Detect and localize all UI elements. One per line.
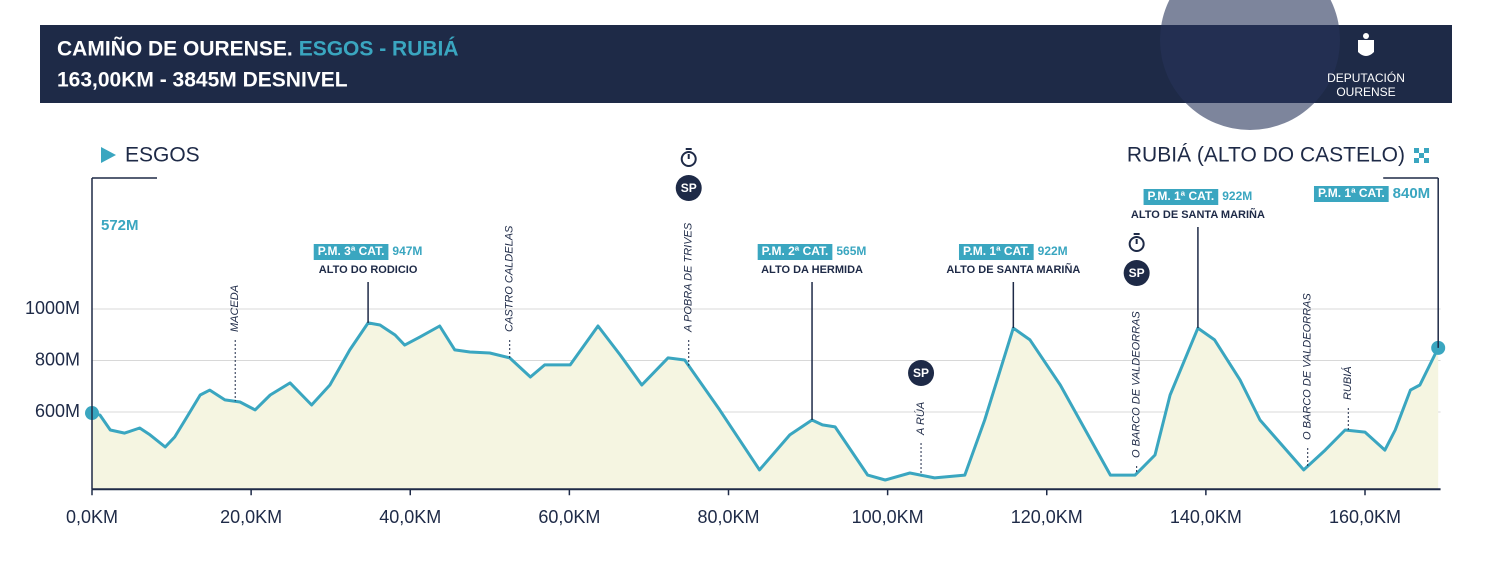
climb-label: P.M. 2ª CAT. 565M ALTO DA HERMIDA — [757, 244, 866, 276]
climb-label: P.M. 1ª CAT. 922M ALTO DE SANTA MARIÑA — [1131, 189, 1265, 221]
route: ESGOS - RUBIÁ — [299, 38, 459, 61]
town-label: RUBIÁ — [1341, 366, 1354, 400]
climb-badge — [313, 244, 389, 260]
finish-flag — [1414, 148, 1419, 153]
title: CAMIÑO DE OURENSE. — [57, 38, 293, 61]
climb-badge — [757, 244, 833, 260]
climb-name: ALTO DA HERMIDA — [761, 264, 863, 276]
sprint-label: SP — [681, 181, 697, 195]
climb-elevation: 947M — [392, 244, 422, 258]
climb-badge — [1313, 186, 1389, 202]
x-tick-label: 100,0KM — [852, 507, 924, 527]
climb-elevation: 565M — [836, 244, 866, 258]
climb-name: ALTO DE SANTA MARIÑA — [946, 263, 1080, 276]
climb-category: P.M. 1ª CAT. — [1148, 189, 1215, 203]
sprint-badge — [675, 175, 702, 201]
climb-elevation: 922M — [1222, 189, 1252, 203]
x-tick-label: 80,0KM — [697, 507, 759, 527]
sprint-label: SP — [1129, 266, 1145, 280]
start-arrow — [101, 147, 116, 163]
elevation-line — [91, 321, 1440, 482]
logo-text: OURENSE — [1336, 85, 1395, 99]
climb-label: P.M. 1ª CAT. 840M — [1313, 185, 1431, 202]
x-tick-label: 20,0KM — [220, 507, 282, 527]
logo-crown — [1363, 33, 1369, 39]
x-tick-label: 140,0KM — [1170, 507, 1242, 527]
climb-name: ALTO DE SANTA MARIÑA — [1131, 208, 1265, 221]
sprint-badge — [908, 360, 935, 386]
x-tick-label: 120,0KM — [1011, 507, 1083, 527]
town-label: CASTRO CALDELAS — [504, 225, 516, 332]
y-tick-label: 800M — [35, 349, 80, 369]
stopwatch-icon — [680, 151, 697, 167]
x-tick-label: 0,0KM — [66, 507, 118, 527]
climb-category: P.M. 2ª CAT. — [762, 244, 829, 258]
y-tick-label: 1000M — [25, 298, 80, 318]
stopwatch-icon — [1128, 236, 1145, 252]
town-label: A POBRA DE TRIVES — [683, 222, 695, 333]
sprint-label: SP — [913, 366, 929, 380]
climb-category: P.M. 3ª CAT. — [318, 244, 385, 258]
area — [92, 322, 1439, 490]
finish-flag — [1414, 158, 1419, 163]
climb-category: P.M. 1ª CAT. — [963, 244, 1030, 258]
logo-shield — [1358, 40, 1374, 56]
town-label: A RÚA — [914, 402, 927, 436]
start-elevation: 572M — [101, 217, 139, 234]
climb-name: ALTO DO RODICIO — [319, 264, 418, 276]
town-label: MACEDA — [229, 285, 241, 332]
climb-elevation: 840M — [1393, 185, 1431, 202]
start-label: ESGOS — [125, 144, 200, 167]
town-label: O BARCO DE VALDEORRAS — [1302, 293, 1314, 440]
stats: 163,00KM - 3845M DESNIVEL — [57, 69, 348, 92]
header-decoration — [1160, 0, 1340, 130]
finish-flag — [1424, 158, 1429, 163]
x-tick-label: 40,0KM — [379, 507, 441, 527]
x-tick-label: 60,0KM — [538, 507, 600, 527]
climb-label: P.M. 3ª CAT. 947M ALTO DO RODICIO — [313, 244, 422, 276]
logo-text: DEPUTACIÓN — [1327, 70, 1405, 85]
climb-badge — [958, 244, 1034, 260]
finish-flag — [1424, 148, 1429, 153]
climb-label: P.M. 1ª CAT. 922M ALTO DE SANTA MARIÑA — [946, 244, 1080, 276]
logo: DEPUTACIÓN OURENSE — [1327, 33, 1405, 99]
sprint-badge — [1123, 260, 1150, 286]
finish-flag — [1419, 153, 1424, 158]
climb-badge — [1143, 189, 1219, 205]
town-label: O BARCO DE VALDEORRAS — [1131, 311, 1143, 458]
finish-label: RUBIÁ (ALTO DO CASTELO) — [1127, 144, 1405, 167]
y-tick-label: 600M — [35, 401, 80, 421]
climb-category: P.M. 1ª CAT. — [1318, 186, 1385, 200]
climb-elevation: 922M — [1038, 244, 1068, 258]
x-tick-label: 160,0KM — [1329, 507, 1401, 527]
